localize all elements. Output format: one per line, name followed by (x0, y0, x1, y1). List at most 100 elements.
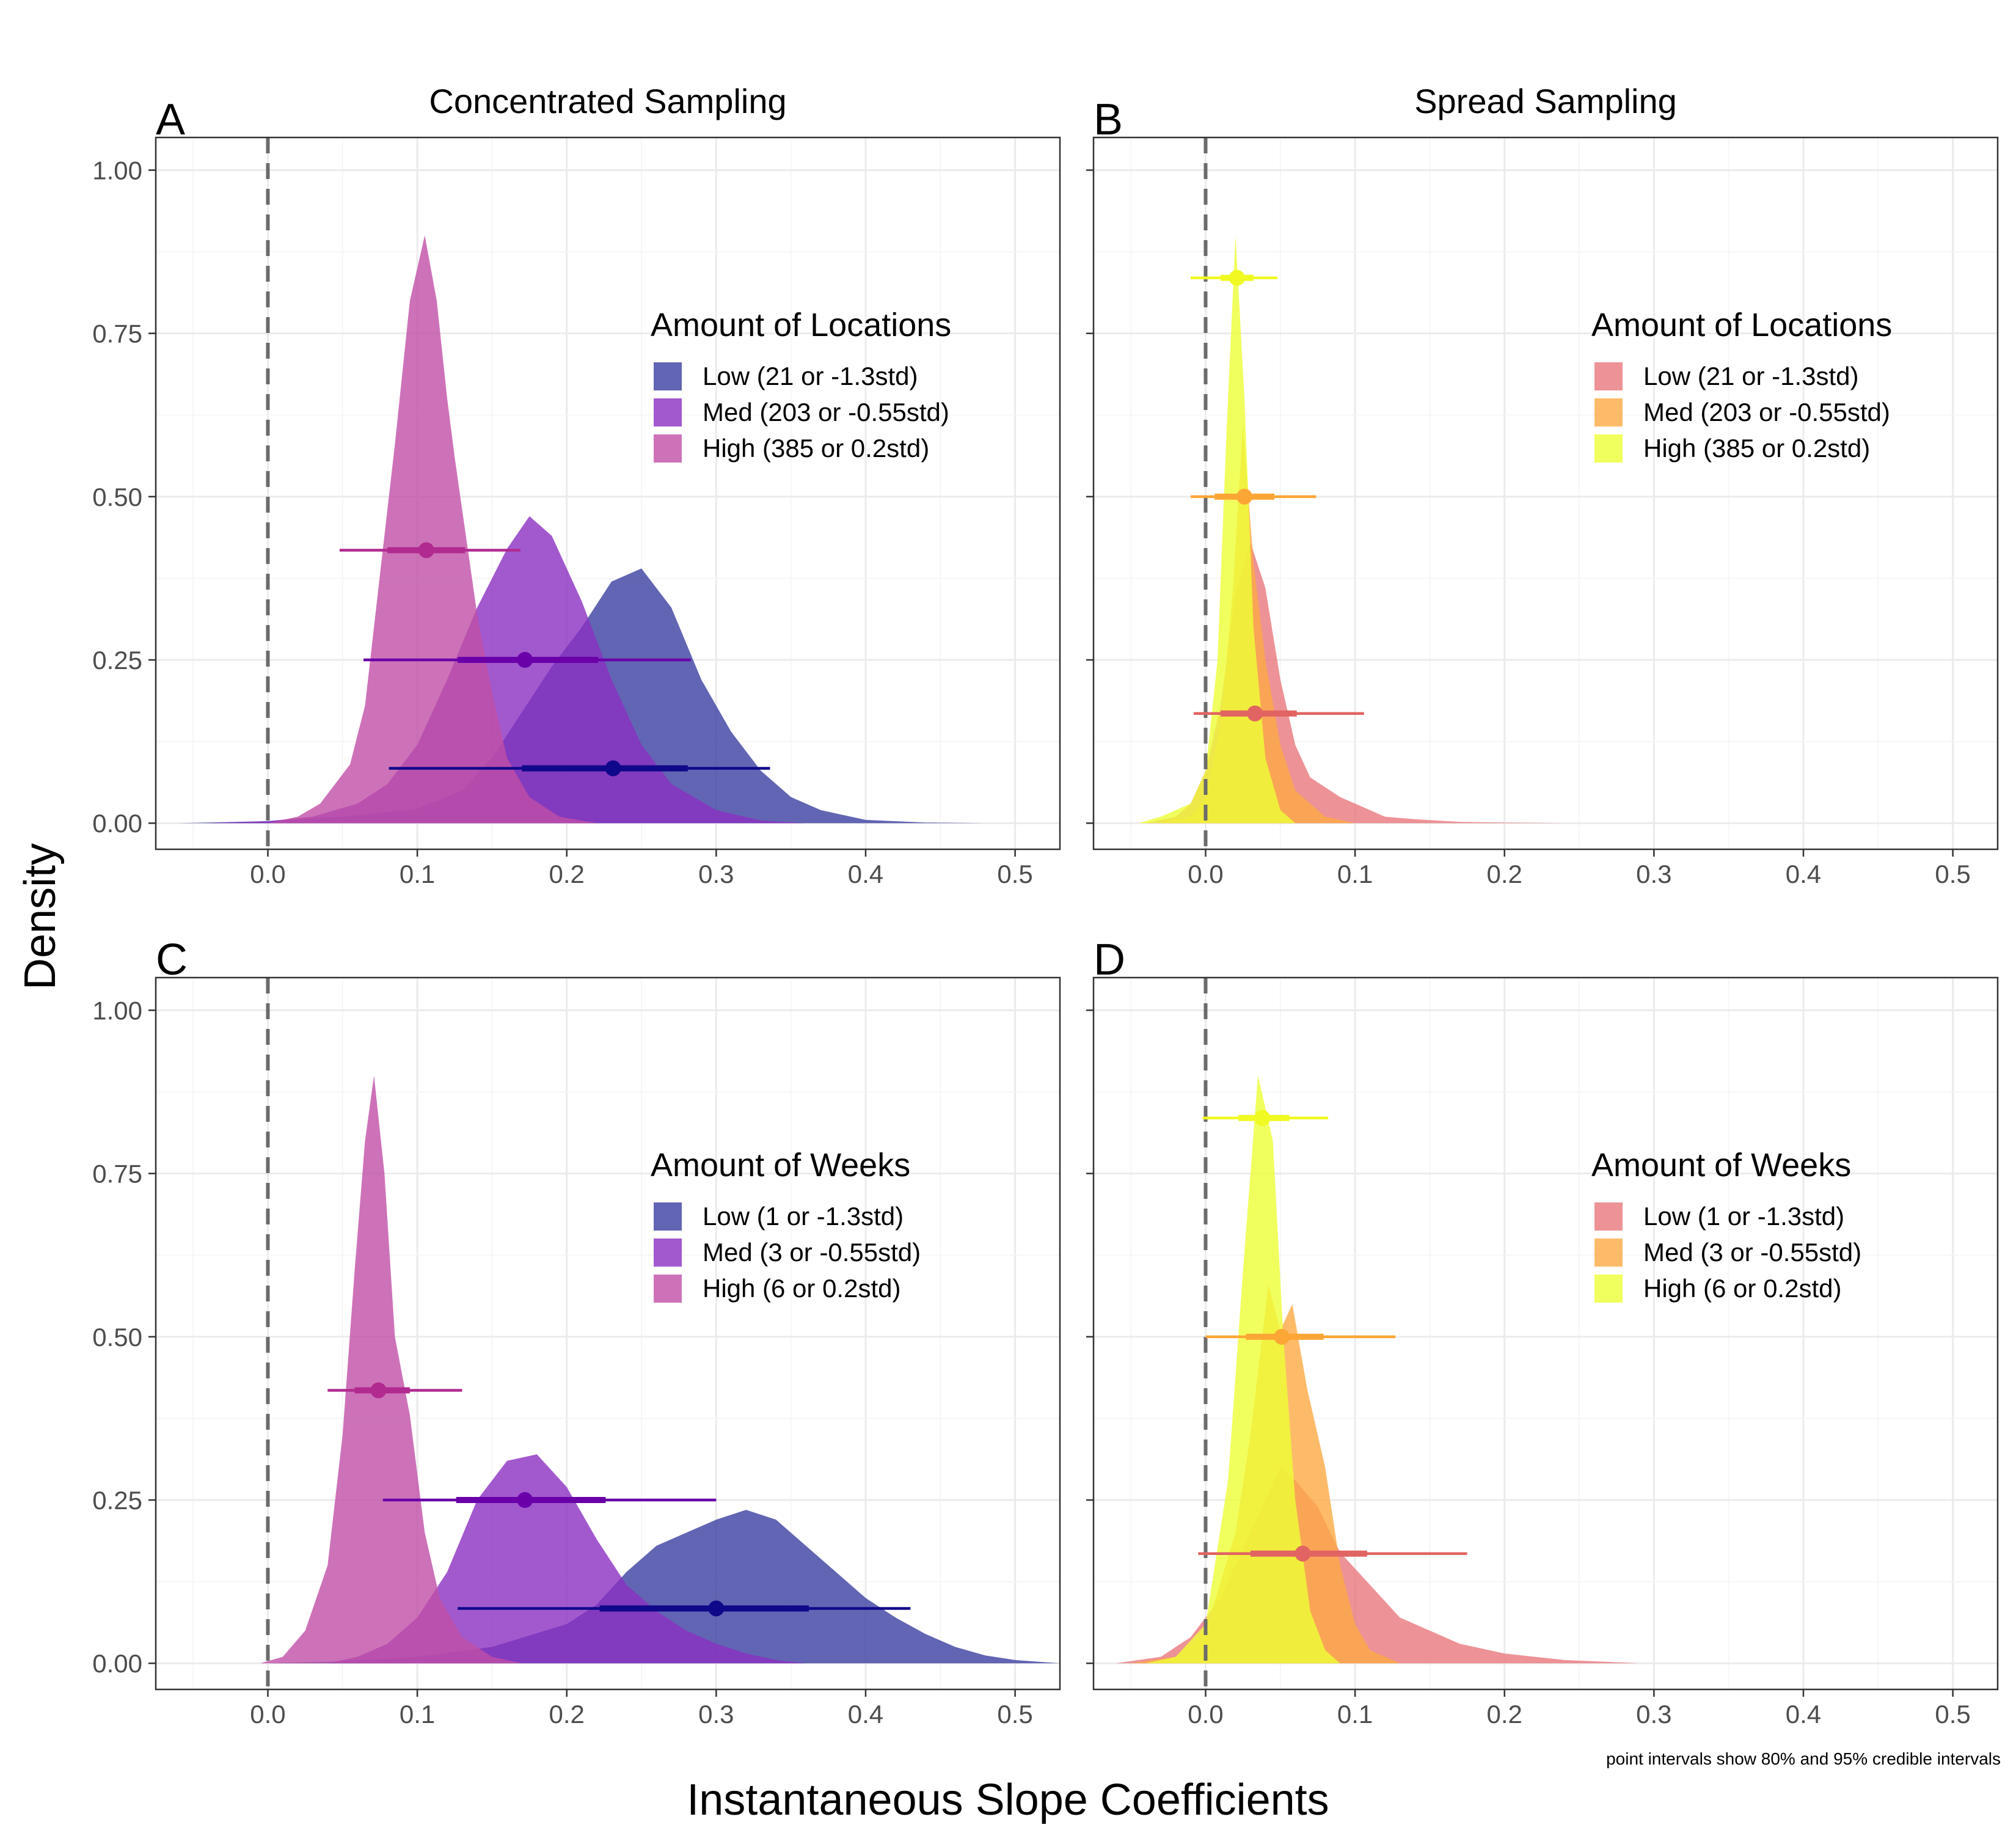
median-point-high (1254, 1110, 1271, 1126)
x-tick-label: 0.1 (400, 1700, 435, 1729)
median-point-high (1229, 269, 1245, 286)
y-tick-label: 1.00 (92, 156, 142, 185)
legend-key-med (654, 398, 682, 426)
x-tick-label: 0.3 (1636, 860, 1671, 888)
legend-label-med: Med (203 or -0.55std) (1643, 398, 1890, 426)
panels: 0.0 0.1 0.2 0.3 0.4 0.5 0.00 0.25 0.50 0.75 1.00 A C… (92, 82, 1999, 1729)
median-point-med (1274, 1328, 1290, 1345)
panel-b: 0.0 0.1 0.2 0.3 0.4 0.5 B Spread Sampling Amount… (1086, 82, 1999, 888)
median-point-low (1295, 1545, 1311, 1562)
x-tick-label: 0.5 (1935, 1700, 1970, 1729)
legend-key-low (654, 1202, 682, 1231)
density-areas (260, 1075, 1060, 1664)
legend-label-high: High (385 or 0.2std) (1643, 434, 1870, 463)
point-intervals (1198, 1110, 1467, 1562)
panel-letter: B (1094, 95, 1123, 144)
density-areas (178, 235, 985, 824)
density-med (1161, 425, 1356, 824)
legend-label-low: Low (1 or -1.3std) (703, 1202, 904, 1231)
y-tick-label: 1.00 (92, 996, 142, 1025)
y-tick-label: 0.00 (92, 809, 142, 838)
density-low (268, 1510, 1060, 1664)
legend-label-med: Med (3 or -0.55std) (1643, 1238, 1861, 1267)
legend-key-high (654, 1275, 682, 1303)
panel-border (1092, 136, 1999, 851)
axes: 0.0 0.1 0.2 0.3 0.4 0.5 (1086, 169, 1971, 888)
x-tick-label: 0.0 (250, 860, 285, 888)
median-point-low (1247, 705, 1263, 722)
legend-label-high: High (6 or 0.2std) (1643, 1274, 1841, 1303)
density-areas (1116, 1075, 1639, 1664)
x-tick-label: 0.2 (549, 1700, 585, 1729)
legend-label-med: Med (3 or -0.55std) (703, 1238, 921, 1267)
legend-key-low (654, 362, 682, 390)
median-point-high (418, 542, 434, 558)
panel-strip-title: Concentrated Sampling (429, 82, 786, 120)
panel-a: 0.0 0.1 0.2 0.3 0.4 0.5 0.00 0.25 0.50 0.75 1.00 A C… (92, 82, 1061, 888)
x-tick-label: 0.3 (1636, 1700, 1671, 1729)
panel-border (155, 976, 1061, 1691)
x-tick-label: 0.5 (997, 1700, 1032, 1729)
credible-interval-caption: point intervals show 80% and 95% credibl… (1606, 1749, 2001, 1768)
axes: 0.0 0.1 0.2 0.3 0.4 0.5 0.00 0.25 0.50 0.75 1.00 (92, 996, 1033, 1729)
panel-c: 0.0 0.1 0.2 0.3 0.4 0.5 0.00 0.25 0.50 0.75 1.00 C A… (92, 935, 1061, 1729)
x-tick-label: 0.4 (1786, 1700, 1821, 1729)
point-intervals (339, 542, 770, 777)
legend-title: Amount of Locations (1591, 307, 1892, 343)
y-tick-label: 0.75 (92, 320, 142, 348)
point-intervals (1191, 269, 1364, 722)
x-tick-label: 0.0 (1188, 1700, 1223, 1729)
panel-letter: C (156, 935, 188, 984)
legend-key-med (654, 1238, 682, 1267)
density-med (208, 516, 806, 824)
y-tick-label: 0.50 (92, 1323, 142, 1352)
median-point-low (605, 760, 621, 777)
x-tick-label: 0.2 (1487, 1700, 1522, 1729)
legend-key-med (1594, 398, 1623, 426)
x-tick-label: 0.1 (1337, 1700, 1373, 1729)
legend-key-low (1594, 1202, 1623, 1231)
x-tick-label: 0.0 (1188, 860, 1223, 888)
median-point-med (517, 652, 533, 668)
median-point-med (1236, 488, 1253, 505)
y-tick-label: 0.75 (92, 1160, 142, 1188)
median-point-low (708, 1600, 725, 1617)
panel-letter: A (156, 95, 185, 144)
density-high (268, 235, 597, 824)
x-tick-label: 0.4 (848, 1700, 883, 1729)
x-tick-label: 0.4 (848, 860, 883, 888)
y-axis-title: Density (16, 843, 65, 990)
legend-key-high (654, 434, 682, 463)
axes: 0.0 0.1 0.2 0.3 0.4 0.5 0.00 0.25 0.50 0.75 1.00 (92, 156, 1033, 888)
legend-key-med (1594, 1238, 1623, 1267)
x-tick-label: 0.3 (698, 860, 734, 888)
legend-key-high (1594, 434, 1623, 463)
legend-label-high: High (6 or 0.2std) (703, 1274, 900, 1303)
legend-key-low (1594, 362, 1623, 390)
panel-d: 0.0 0.1 0.2 0.3 0.4 0.5 D Amount of Weeks Low (1… (1086, 935, 1999, 1729)
x-tick-label: 0.5 (997, 860, 1032, 888)
legend-title: Amount of Weeks (1591, 1147, 1851, 1184)
y-tick-label: 0.50 (92, 483, 142, 511)
panel-letter: D (1094, 935, 1125, 984)
x-tick-label: 0.2 (549, 860, 585, 888)
density-areas (1138, 235, 1565, 824)
legend-label-low: Low (21 or -1.3std) (703, 362, 918, 390)
legend: Amount of Locations Low (21 or -1.3std) Me… (651, 307, 951, 463)
x-tick-label: 0.2 (1487, 860, 1522, 888)
panel-border (155, 136, 1061, 851)
y-tick-label: 0.25 (92, 1486, 142, 1515)
legend: Amount of Weeks Low (1 or -1.3std) Med (3 … (651, 1147, 921, 1303)
legend-title: Amount of Locations (651, 307, 951, 343)
legend: Amount of Locations Low (21 or -1.3std) Me… (1591, 307, 1892, 463)
density-high (1145, 1075, 1340, 1664)
legend: Amount of Weeks Low (1 or -1.3std) Med (3 … (1591, 1147, 1861, 1303)
median-point-high (370, 1382, 387, 1399)
legend-label-low: Low (21 or -1.3std) (1643, 362, 1859, 390)
panel-border (1092, 976, 1999, 1691)
density-med (327, 1454, 806, 1664)
y-tick-label: 0.00 (92, 1649, 142, 1678)
axes: 0.0 0.1 0.2 0.3 0.4 0.5 (1086, 1009, 1971, 1729)
legend-key-high (1594, 1275, 1623, 1303)
